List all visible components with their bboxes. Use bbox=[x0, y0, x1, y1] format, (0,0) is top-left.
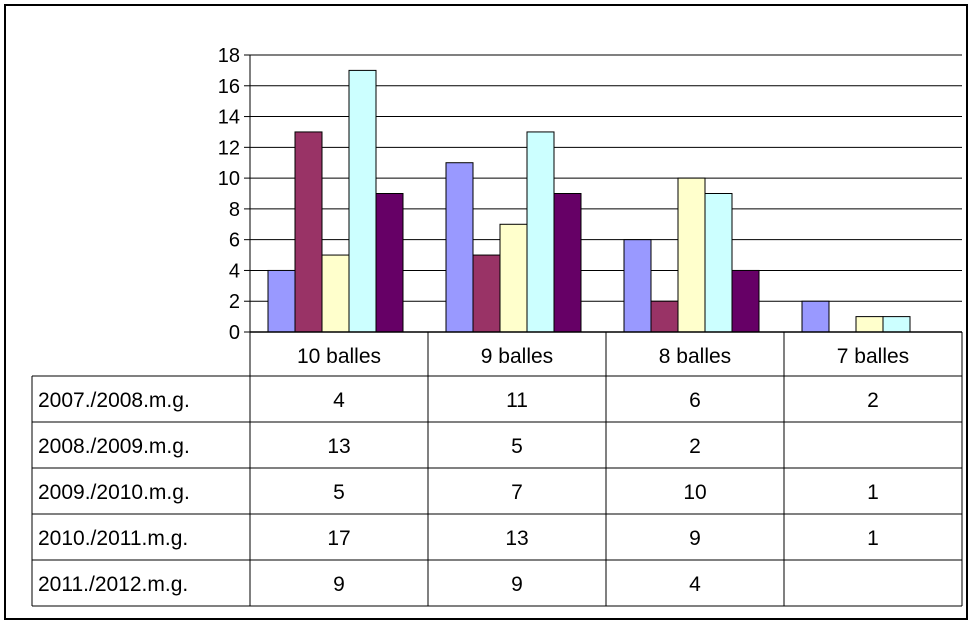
table-cell-value: 4 bbox=[333, 389, 345, 412]
y-tick-label: 14 bbox=[218, 107, 240, 129]
bar-2-1 bbox=[294, 131, 323, 333]
y-tick-label: 0 bbox=[229, 322, 240, 344]
table-cell-value: 1 bbox=[867, 481, 879, 504]
table-cell-value: 5 bbox=[333, 481, 345, 504]
bar-4-2 bbox=[526, 131, 555, 333]
table-cell-value: 10 bbox=[683, 481, 706, 504]
bar-1-4 bbox=[801, 300, 830, 333]
bar-5-1 bbox=[375, 193, 404, 333]
y-tick-label: 2 bbox=[229, 291, 240, 313]
y-tick-label: 6 bbox=[229, 230, 240, 252]
bar-4-4 bbox=[882, 316, 911, 333]
x-category-label: 9 balles bbox=[481, 345, 553, 368]
table-cell-value: 2 bbox=[867, 389, 879, 412]
table-cell-value: 17 bbox=[327, 527, 350, 550]
bar-4-1 bbox=[348, 69, 377, 333]
bar-2-2 bbox=[472, 254, 501, 333]
series-label: 2009./2010.m.g. bbox=[38, 481, 190, 504]
bar-3-3 bbox=[677, 177, 706, 333]
table-cell-value: 4 bbox=[689, 573, 701, 596]
series-label: 2010./2011.m.g. bbox=[38, 527, 188, 550]
y-tick-label: 4 bbox=[229, 260, 240, 282]
bar-2-3 bbox=[650, 300, 679, 333]
bar-5-2 bbox=[553, 193, 582, 333]
bar-1-3 bbox=[623, 239, 652, 333]
table-cell-value: 9 bbox=[511, 573, 523, 596]
table-cell-value: 13 bbox=[505, 527, 528, 550]
series-label: 2008./2009.m.g. bbox=[38, 435, 190, 458]
bar-4-3 bbox=[704, 193, 733, 333]
table-cell-value: 7 bbox=[511, 481, 523, 504]
y-tick-label: 12 bbox=[218, 137, 240, 159]
table-cell-value: 1 bbox=[867, 527, 879, 550]
table-cell-value: 9 bbox=[333, 573, 345, 596]
y-tick-label: 18 bbox=[218, 45, 240, 67]
x-category-label: 10 balles bbox=[297, 345, 381, 368]
y-tick-label: 8 bbox=[229, 199, 240, 221]
table-cell-value: 6 bbox=[689, 389, 701, 412]
table-cell-value: 2 bbox=[689, 435, 701, 458]
bar-5-3 bbox=[731, 269, 760, 333]
data-table: 10 balles 9 balles 8 balles 7 balles 2007./2… bbox=[31, 332, 963, 607]
bar-3-4 bbox=[855, 316, 884, 333]
series-label: 2007./2008.m.g. bbox=[38, 389, 190, 412]
table-cell-value: 9 bbox=[689, 527, 701, 550]
bar-3-1 bbox=[321, 254, 350, 333]
bars bbox=[267, 69, 911, 333]
table-cell-value: 5 bbox=[511, 435, 523, 458]
bar-1-2 bbox=[445, 162, 474, 333]
table-cell-value: 13 bbox=[327, 435, 350, 458]
x-category-label: 8 balles bbox=[659, 345, 731, 368]
y-axis-ticks: 0 2 4 6 8 10 12 14 16 18 bbox=[218, 45, 250, 344]
bar-1-1 bbox=[267, 269, 296, 333]
series-label: 2011./2012.m.g. bbox=[38, 573, 188, 596]
y-tick-label: 10 bbox=[218, 168, 240, 190]
bar-3-2 bbox=[499, 223, 528, 333]
table-cell-value: 11 bbox=[506, 389, 528, 412]
y-tick-label: 16 bbox=[218, 76, 240, 98]
x-category-label: 7 balles bbox=[837, 345, 909, 368]
